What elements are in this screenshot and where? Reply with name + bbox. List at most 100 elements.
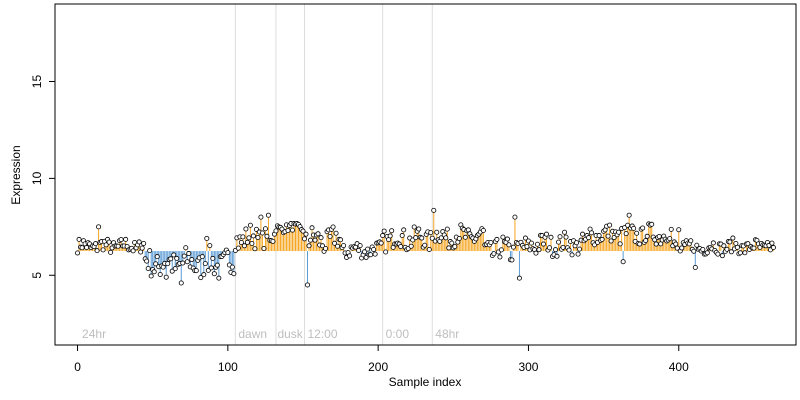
data-point [261, 246, 267, 252]
data-point [676, 227, 682, 233]
data-point [644, 233, 650, 239]
region-labels: 24hr dawn dusk 12:00 0:00 48hr [82, 327, 459, 341]
data-point [419, 235, 425, 241]
data-point [341, 243, 347, 249]
data-point [389, 228, 395, 234]
data-point [189, 257, 195, 263]
data-point [431, 207, 437, 213]
data-point [312, 237, 318, 243]
data-point [596, 233, 602, 239]
data-point [742, 250, 748, 256]
data-point [512, 214, 518, 220]
data-point [198, 275, 204, 281]
data-point [575, 251, 581, 257]
data-point [243, 226, 249, 232]
data-point [719, 253, 725, 259]
data-point [623, 231, 629, 237]
data-point [184, 259, 190, 265]
data-point [616, 229, 622, 235]
data-point [656, 233, 662, 239]
data-point [444, 226, 450, 232]
data-point [193, 268, 199, 274]
data-point [498, 247, 504, 253]
data-point [548, 234, 554, 240]
data-point [574, 240, 580, 246]
data-point [462, 234, 468, 240]
data-point [553, 247, 559, 253]
data-point [139, 245, 145, 251]
data-point [148, 273, 154, 279]
data-point [253, 226, 259, 232]
x-tick-label: 0 [74, 360, 81, 374]
data-point [303, 231, 309, 237]
data-point [399, 233, 405, 239]
region-label: 12:00 [308, 327, 338, 341]
data-point [258, 214, 264, 220]
data-point [605, 233, 611, 239]
data-point [106, 239, 112, 245]
data-point [387, 233, 393, 239]
region-label: dusk [277, 327, 303, 341]
data-point [96, 224, 102, 230]
data-point [688, 238, 694, 244]
data-point [692, 264, 698, 270]
data-point [700, 246, 706, 252]
data-point [428, 230, 434, 236]
data-point [607, 222, 613, 228]
data-point [626, 212, 632, 218]
x-axis-label: Sample index [389, 375, 462, 389]
data-point [372, 251, 378, 257]
data-point [270, 238, 276, 244]
data-point [649, 221, 655, 227]
data-point [300, 228, 306, 234]
data-point [265, 212, 271, 218]
data-point [640, 225, 646, 231]
data-point [580, 231, 586, 237]
data-point [543, 231, 549, 237]
data-point [715, 251, 721, 257]
data-point [302, 236, 308, 242]
data-point [211, 271, 217, 277]
data-point [589, 230, 595, 236]
data-point [225, 250, 231, 256]
data-point [634, 230, 640, 236]
data-point [491, 251, 497, 257]
y-axis-label: Expression [9, 145, 23, 204]
points-layer [75, 207, 776, 288]
data-point [231, 271, 237, 277]
data-point [426, 246, 432, 252]
data-point [178, 280, 184, 286]
data-point [103, 242, 109, 248]
data-point [210, 255, 216, 261]
data-point [637, 241, 643, 247]
data-point [557, 234, 563, 240]
data-point [305, 282, 311, 288]
data-point [320, 243, 326, 249]
data-point [673, 241, 679, 247]
data-point [323, 246, 329, 252]
data-point [383, 249, 389, 255]
data-point [252, 246, 258, 252]
data-point [100, 247, 106, 253]
data-point [504, 236, 510, 242]
data-point [737, 250, 743, 256]
data-point [130, 248, 136, 254]
data-point [246, 235, 252, 241]
data-point [157, 271, 163, 277]
data-point [259, 230, 265, 236]
data-point [183, 245, 189, 251]
data-point [599, 236, 605, 242]
data-point [356, 247, 362, 253]
data-point [620, 259, 626, 265]
data-point [202, 261, 208, 267]
data-point [289, 227, 295, 233]
data-point [497, 254, 503, 260]
data-point [534, 241, 540, 247]
data-point [378, 240, 384, 246]
data-point [79, 245, 85, 251]
data-point [721, 243, 727, 249]
data-point [84, 245, 90, 251]
data-point [745, 241, 751, 247]
data-point [75, 250, 81, 256]
